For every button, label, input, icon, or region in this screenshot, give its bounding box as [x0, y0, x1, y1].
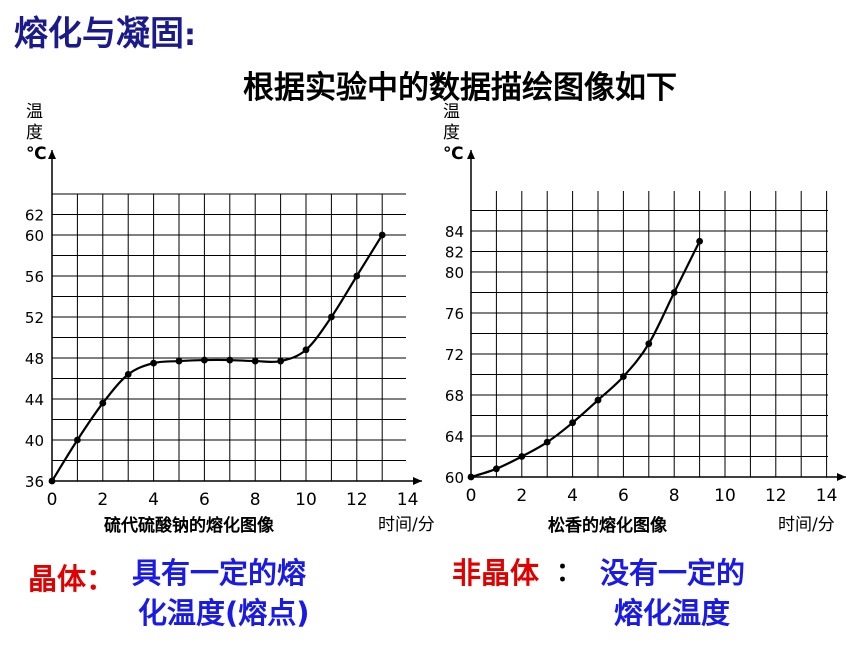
chart2-x-tick-label: 10 [714, 486, 736, 506]
chart1-x-tick-label: 6 [199, 490, 210, 510]
chart1-data-point [328, 313, 335, 321]
chart2-data-point [645, 340, 653, 348]
amorphous-text-line1: 没有一定的 [600, 556, 746, 590]
chart1-data-point [175, 357, 183, 365]
page-title: 熔化与凝固: [14, 6, 196, 55]
chart2-data-point [696, 237, 703, 245]
chart2-y-tick-label: 72 [445, 346, 464, 364]
chart1-ylabel: 温 度 ℃ [26, 102, 47, 165]
chart1-y-axis-arrow [48, 150, 56, 159]
chart2-x-tick-label: 14 [816, 486, 838, 506]
chart1-ylabel-line1: 温 [26, 102, 43, 122]
chart1-ylabel-line2: 度 [26, 123, 43, 143]
chart2-data-point [467, 473, 475, 481]
chart2-x-tick-label: 6 [618, 486, 629, 506]
chart2-x-tick-label: 2 [516, 486, 527, 506]
amorphous-label: 非晶体 [452, 556, 540, 590]
chart1-y-tick-label: 44 [25, 391, 44, 409]
chart1-y-tick-label: 62 [25, 207, 44, 225]
chart1-y-tick-label: 40 [25, 432, 44, 450]
chart2-data-point [543, 438, 551, 446]
chart2-x-axis-arrow [837, 473, 846, 481]
chart1-x-tick-label: 4 [148, 490, 159, 510]
chart1-data-point [302, 346, 310, 354]
chart1-x-tick-label: 8 [250, 490, 261, 510]
chart1-x-tick-label: 10 [295, 490, 317, 510]
chart2-y-tick-label: 60 [445, 469, 464, 487]
chart1-y-tick-label: 36 [25, 473, 44, 491]
chart1-xlabel: 时间/分 [378, 515, 435, 535]
chart1-x-tick-label: 2 [97, 490, 108, 510]
chart1-x-tick-label: 14 [397, 490, 419, 510]
crystal-text-line1: 具有一定的熔 [132, 556, 307, 590]
chart2-x-tick-label: 4 [567, 486, 578, 506]
chart2-ylabel: 温 度 ℃ [443, 102, 464, 165]
chart2-x-tick-label: 8 [669, 486, 680, 506]
chart1-data-point [99, 399, 107, 407]
chart2-series-line [470, 240, 701, 479]
amorphous-colon: ： [556, 558, 583, 588]
chart1-data-point [201, 356, 208, 364]
chart2-x-tick-label: 0 [466, 486, 477, 506]
chart1-x-tick-label: 0 [47, 490, 58, 510]
chart2-data-point [569, 419, 576, 427]
chart2-ylabel-line1: 温 [443, 102, 460, 122]
chart1-y-tick-label: 52 [25, 309, 44, 327]
chart1-data-point [48, 477, 56, 485]
chart2-data-point [670, 289, 678, 296]
chart1-data-point [378, 231, 386, 239]
chart2-ylabel-line2: 度 [443, 123, 460, 143]
chart1-y-tick-label: 60 [25, 227, 44, 245]
page-title-text: 熔化与凝固 [14, 14, 184, 54]
chart1-data-point [277, 357, 284, 365]
chart2-ylabel-unit: ℃ [443, 144, 464, 164]
chart1-caption: 硫代硫酸钠的熔化图像 [104, 516, 274, 536]
chart2-xlabel: 时间/分 [778, 515, 835, 535]
chart2-data-point [620, 373, 627, 380]
crystal-text-line2: 化温度(熔点) [138, 596, 310, 630]
chart1-data-point [124, 371, 132, 378]
chart1-y-tick-label: 48 [25, 350, 44, 368]
chart1-series-line [51, 234, 384, 482]
chart2-y-tick-label: 76 [445, 305, 464, 323]
page-title-colon: : [184, 18, 196, 53]
chart1-data-point [150, 359, 158, 367]
crystal-label: 晶体： [28, 562, 116, 596]
chart2-y-tick-label: 82 [445, 244, 464, 262]
chart2-y-tick-label: 64 [445, 428, 464, 446]
chart2-y-tick-label: 84 [445, 223, 464, 241]
chart2-y-tick-label: 80 [445, 264, 464, 282]
amorphous-text-line2: 熔化温度 [614, 596, 731, 630]
chart2-caption: 松香的熔化图像 [548, 516, 667, 536]
chart2-data-point [493, 465, 500, 473]
chart2-y-tick-label: 68 [445, 387, 464, 405]
chart1-data-point [226, 356, 234, 364]
page-subtitle: 根据实验中的数据描绘图像如下 [243, 70, 677, 106]
chart2-y-axis-arrow [467, 150, 475, 159]
chart2-data-point [518, 453, 526, 460]
chart1-y-tick-label: 56 [25, 268, 44, 286]
chart1-x-tick-label: 12 [346, 490, 368, 510]
chart1-ylabel-unit: ℃ [26, 144, 47, 164]
chart1-x-axis-arrow [413, 477, 422, 485]
chart2-x-tick-label: 12 [765, 486, 787, 506]
chart1-data-point [74, 436, 81, 444]
chart2-data-point [594, 396, 602, 404]
chart1-data-point [251, 357, 259, 365]
chart1-data-point [353, 272, 361, 280]
